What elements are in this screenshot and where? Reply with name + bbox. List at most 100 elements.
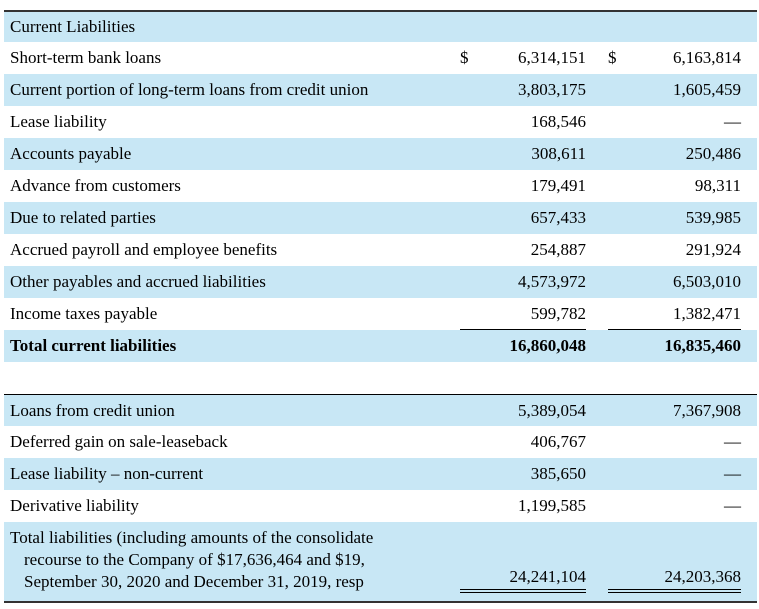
amount-period-1: 179,491 bbox=[530, 176, 586, 195]
spacer-row bbox=[4, 362, 757, 394]
value-column-period-2: 539,985 bbox=[608, 202, 741, 234]
value-column-period-2: — bbox=[608, 490, 741, 522]
value-column-period-2: 16,835,460 bbox=[608, 330, 742, 362]
table-row: Accounts payable 308,611 250,486 bbox=[4, 138, 757, 170]
table-row: Accrued payroll and employee benefits 25… bbox=[4, 234, 757, 266]
table-row: Due to related parties 657,433 539,985 bbox=[4, 202, 757, 234]
value-column-period-2: 24,203,368 bbox=[608, 563, 741, 593]
amount-period-2: — bbox=[724, 112, 741, 131]
value-column-period-2: — bbox=[608, 458, 741, 490]
table-row: Derivative liability 1,199,585 — bbox=[4, 490, 757, 522]
row-label: Total liabilities (including amounts of … bbox=[10, 527, 460, 593]
amount-period-2: — bbox=[724, 432, 741, 451]
value-column-period-1: 254,887 bbox=[460, 234, 586, 266]
amount-period-2: 291,924 bbox=[685, 240, 741, 259]
value-column-period-1: 4,573,972 bbox=[460, 266, 586, 298]
value-column-period-2: 6,503,010 bbox=[608, 266, 741, 298]
amount-period-1: 254,887 bbox=[530, 240, 586, 259]
amount-period-2: 6,503,010 bbox=[673, 272, 741, 291]
row-label: Due to related parties bbox=[10, 208, 156, 227]
amount-period-2: 24,203,368 bbox=[664, 567, 742, 586]
value-column-period-2: 7,367,908 bbox=[608, 395, 741, 426]
value-column-period-1: 1,199,585 bbox=[460, 490, 586, 522]
amount-period-1: 4,573,972 bbox=[518, 272, 586, 291]
table-row: Short-term bank loans $ 6,314,151 $ 6,16… bbox=[4, 42, 757, 74]
row-label: Accounts payable bbox=[10, 144, 132, 163]
value-column-period-1: 385,650 bbox=[460, 458, 586, 490]
liabilities-table: Current Liabilities Short-term bank loan… bbox=[4, 10, 757, 603]
table-row: Total current liabilities 16,860,048 16,… bbox=[4, 330, 757, 362]
amount-period-2: 539,985 bbox=[685, 208, 741, 227]
table-row: Advance from customers 179,491 98,311 bbox=[4, 170, 757, 202]
row-label: Other payables and accrued liabilities bbox=[10, 272, 266, 291]
row-label-line: recourse to the Company of $17,636,464 a… bbox=[24, 550, 365, 569]
value-column-period-1: 599,782 bbox=[460, 298, 586, 330]
amount-period-2: 250,486 bbox=[685, 144, 741, 163]
value-column-period-1: 24,241,104 bbox=[460, 563, 586, 593]
currency-symbol-period-1: $ bbox=[460, 48, 469, 67]
row-label: Lease liability – non-current bbox=[10, 464, 204, 483]
table-row: Current portion of long-term loans from … bbox=[4, 74, 757, 106]
value-column-period-1: $ 6,314,151 bbox=[460, 42, 586, 74]
value-column-period-1: 406,767 bbox=[460, 426, 586, 458]
amount-period-1: 5,389,054 bbox=[518, 400, 586, 420]
amount-period-1: 385,650 bbox=[530, 464, 586, 483]
row-label: Short-term bank loans bbox=[10, 48, 162, 67]
amount-period-1: 168,546 bbox=[530, 112, 586, 131]
value-column-period-2: 250,486 bbox=[608, 138, 741, 170]
amount-period-2: 1,605,459 bbox=[673, 80, 741, 99]
value-column-period-1: 16,860,048 bbox=[460, 330, 587, 362]
table-row: Total liabilities (including amounts of … bbox=[4, 522, 757, 601]
row-label: Lease liability bbox=[10, 112, 107, 131]
amount-period-1: 16,860,048 bbox=[509, 336, 587, 355]
value-column-period-2 bbox=[608, 12, 741, 42]
row-label: Loans from credit union bbox=[10, 400, 175, 420]
amount-period-1: 6,314,151 bbox=[518, 48, 586, 67]
amount-period-2: — bbox=[724, 496, 741, 515]
value-column-period-2: — bbox=[608, 426, 741, 458]
amount-period-1: 3,803,175 bbox=[518, 80, 586, 99]
amount-period-1: 308,611 bbox=[531, 144, 586, 163]
value-column-period-1: 5,389,054 bbox=[460, 395, 586, 426]
table-row: Other payables and accrued liabilities 4… bbox=[4, 266, 757, 298]
table-row: Lease liability 168,546 — bbox=[4, 106, 757, 138]
amount-period-1: 657,433 bbox=[530, 208, 586, 227]
value-column-period-2: 98,311 bbox=[608, 170, 741, 202]
row-label: Current Liabilities bbox=[10, 17, 136, 36]
amount-period-2: — bbox=[724, 464, 741, 483]
table-row: Lease liability – non-current 385,650 — bbox=[4, 458, 757, 490]
table-row: Deferred gain on sale-leaseback 406,767 … bbox=[4, 426, 757, 458]
row-label: Total current liabilities bbox=[10, 336, 177, 355]
value-column-period-2: — bbox=[608, 106, 741, 138]
section-header-row: Current Liabilities bbox=[4, 12, 757, 42]
row-label-line: Total liabilities (including amounts of … bbox=[10, 528, 374, 547]
value-column-period-1: 308,611 bbox=[460, 138, 586, 170]
currency-symbol-period-2: $ bbox=[608, 48, 617, 67]
row-label: Accrued payroll and employee benefits bbox=[10, 240, 278, 259]
row-label: Current portion of long-term loans from … bbox=[10, 80, 369, 99]
amount-period-1: 406,767 bbox=[530, 432, 586, 451]
amount-period-1: 24,241,104 bbox=[509, 567, 587, 586]
row-label-line: September 30, 2020 and December 31, 2019… bbox=[24, 572, 364, 591]
row-label: Income taxes payable bbox=[10, 304, 158, 323]
value-column-period-2: 1,605,459 bbox=[608, 74, 741, 106]
value-column-period-1: 168,546 bbox=[460, 106, 586, 138]
amount-period-1: 599,782 bbox=[530, 303, 586, 323]
value-column-period-1: 179,491 bbox=[460, 170, 586, 202]
table-row: Income taxes payable 599,782 1,382,471 bbox=[4, 298, 757, 330]
row-label: Advance from customers bbox=[10, 176, 181, 195]
amount-period-2: 7,367,908 bbox=[673, 400, 741, 420]
amount-period-2: 6,163,814 bbox=[673, 48, 741, 67]
value-column-period-1 bbox=[460, 12, 586, 42]
amount-period-2: 16,835,460 bbox=[664, 336, 742, 355]
amount-period-2: 1,382,471 bbox=[673, 303, 741, 323]
row-label: Derivative liability bbox=[10, 496, 139, 515]
table-row: Loans from credit union 5,389,054 7,367,… bbox=[4, 394, 757, 426]
amount-period-1: 1,199,585 bbox=[518, 496, 586, 515]
amount-period-2: 98,311 bbox=[694, 176, 741, 195]
value-column-period-2: $ 6,163,814 bbox=[608, 42, 741, 74]
value-column-period-1: 3,803,175 bbox=[460, 74, 586, 106]
value-column-period-2: 291,924 bbox=[608, 234, 741, 266]
value-column-period-1: 657,433 bbox=[460, 202, 586, 234]
